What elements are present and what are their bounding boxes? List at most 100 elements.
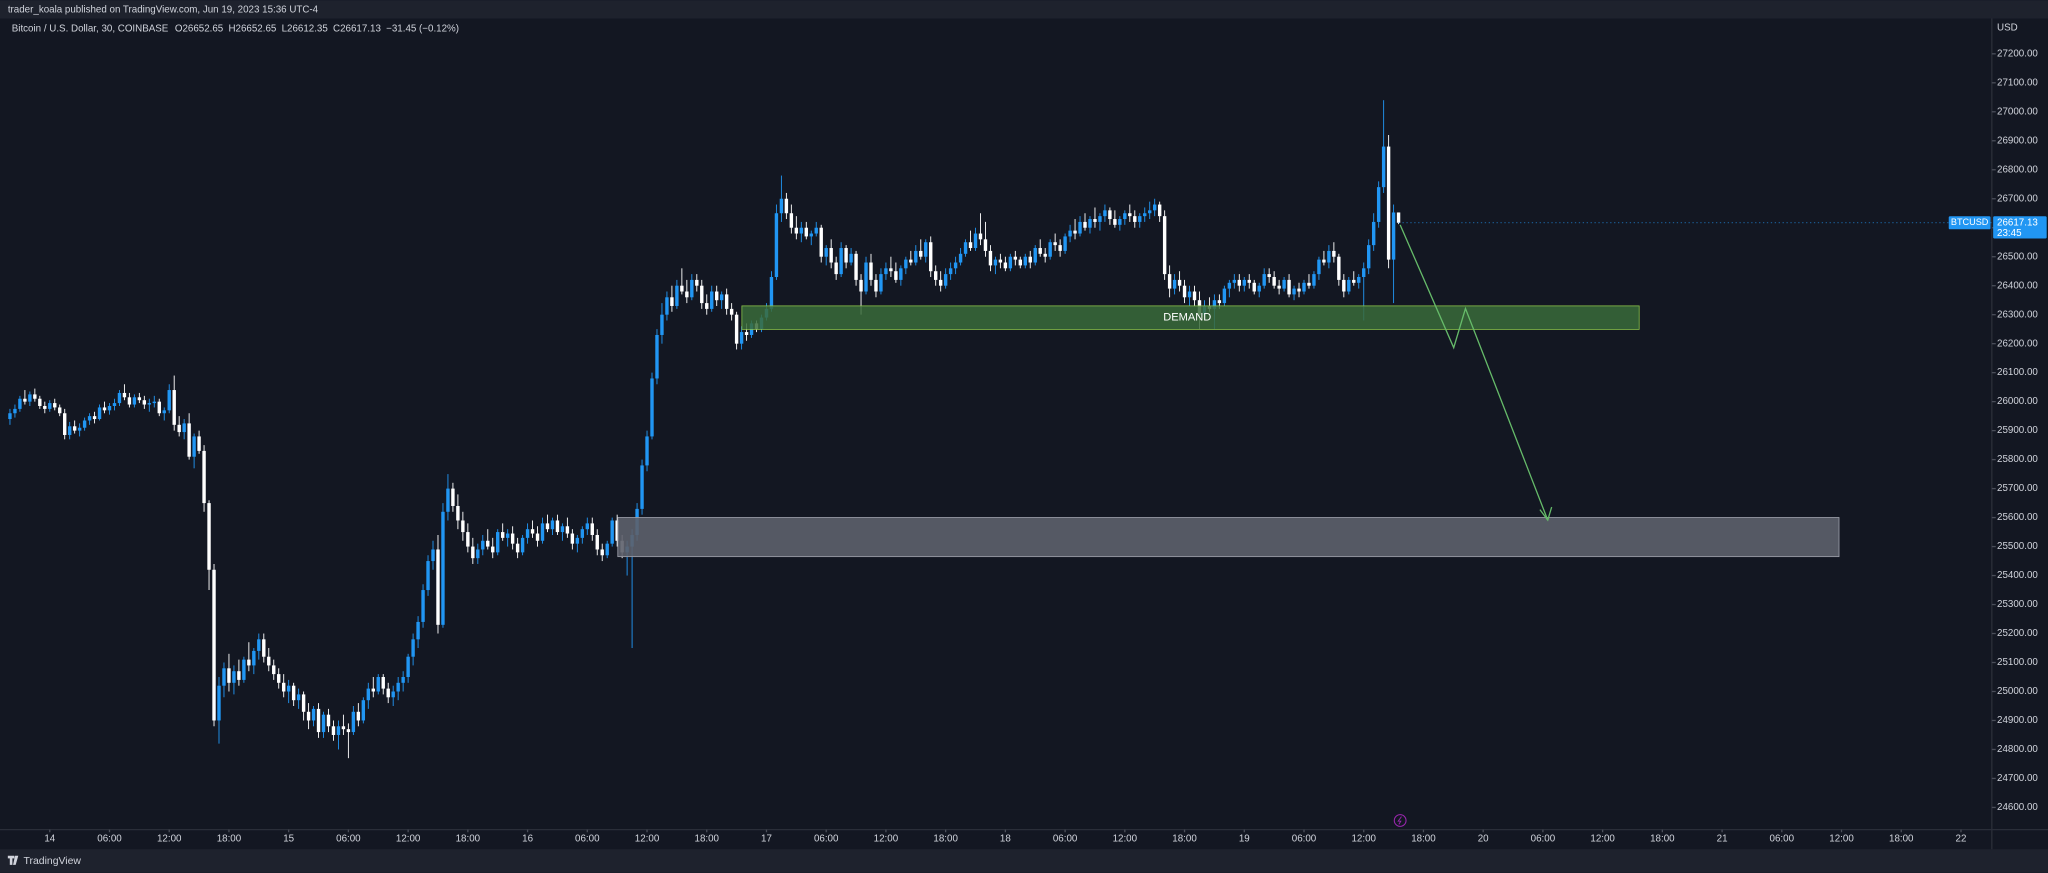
top-bar [0, 0, 2048, 19]
candle-body [814, 227, 818, 234]
y-tick-label: 27100.00 [1997, 77, 2038, 88]
candle-body [286, 685, 291, 692]
candle-body [1391, 212, 1396, 260]
candle-body [510, 533, 515, 544]
candle-body [1272, 277, 1276, 286]
legend-change: −31.45 (−0.12%) [386, 24, 459, 35]
candle-body [1157, 204, 1162, 217]
candle-body [824, 248, 828, 257]
candle-body [1212, 300, 1217, 309]
y-tick-label: 24700.00 [1997, 773, 2038, 784]
candle-body [948, 268, 953, 275]
candle-body [1386, 146, 1391, 260]
candle-body [724, 294, 729, 309]
candle-body [914, 250, 918, 263]
candle-body [1088, 219, 1092, 228]
candle-body [281, 682, 286, 692]
candle-body [993, 259, 998, 266]
candle-body [899, 268, 903, 280]
x-tick-label: 12:00 [874, 833, 899, 844]
legend-open: O26652.65 [175, 24, 224, 35]
candle-body [540, 523, 545, 541]
event-bolt [1397, 816, 1402, 825]
candle-body [461, 520, 465, 533]
candle-body [1008, 256, 1013, 269]
candle-body [182, 423, 186, 433]
footer-brand[interactable]: TradingView [24, 856, 82, 867]
candle-body [336, 726, 341, 735]
candle-body [197, 436, 201, 451]
candle-body [715, 291, 719, 301]
x-tick-label: 18 [1000, 833, 1011, 844]
candle-body [1297, 288, 1301, 292]
x-tick-label: 14 [44, 833, 55, 844]
y-tick-label: 26300.00 [1997, 309, 2038, 320]
candle-body [834, 262, 838, 275]
candle-body [640, 465, 644, 509]
candle-body [227, 668, 231, 683]
candle-body [1362, 268, 1366, 278]
candle-body [137, 397, 142, 401]
candle-body [565, 526, 570, 534]
x-tick-label: 19 [1239, 833, 1250, 844]
candle-body [1013, 256, 1018, 260]
y-tick-label: 24600.00 [1997, 802, 2038, 813]
candle-body [695, 279, 699, 286]
candle-body [1138, 216, 1142, 222]
event-icon[interactable] [1393, 814, 1407, 827]
candle-body [1148, 210, 1152, 214]
candle-body [1282, 279, 1286, 289]
y-tick-label: 25800.00 [1997, 454, 2038, 465]
candle-body [779, 198, 784, 214]
candle-body [77, 427, 82, 431]
candle-body [1352, 279, 1356, 283]
candle-body [1038, 248, 1042, 254]
candle-body [819, 227, 823, 257]
candle-body [1312, 274, 1316, 286]
candle-body [38, 398, 42, 406]
candle-body [316, 708, 321, 733]
candle-body [729, 308, 734, 315]
candle-body [789, 213, 794, 228]
candle-body [112, 403, 117, 406]
candle-body [48, 403, 52, 409]
candle-body [739, 332, 744, 344]
candle-body [1322, 259, 1326, 263]
candle-body [277, 674, 281, 683]
y-tick-label: 26000.00 [1997, 396, 2038, 407]
x-tick-label: 15 [283, 833, 294, 844]
price-tag [1993, 216, 2047, 239]
x-tick-label: 12:00 [1829, 833, 1854, 844]
candle-body [570, 533, 575, 544]
candle-body [491, 546, 495, 553]
candle-body [844, 248, 848, 263]
y-tick-label: 27200.00 [1997, 48, 2038, 59]
candle-body [192, 436, 196, 457]
candle-body [998, 259, 1003, 263]
candle-body [147, 403, 152, 405]
candle-body [804, 227, 808, 237]
y-tick-label: 24800.00 [1997, 744, 2038, 755]
candle-body [605, 543, 609, 556]
y-tick-label: 26100.00 [1997, 367, 2038, 378]
candle-body [207, 503, 211, 570]
candle-body [1227, 282, 1232, 289]
candle-body [1073, 230, 1077, 234]
candle-body [705, 303, 709, 309]
candle-body [615, 520, 619, 541]
candle-body [535, 533, 540, 541]
candle-body [72, 426, 77, 431]
candle-body [894, 271, 898, 280]
candle-body [18, 398, 22, 409]
candle-body [550, 520, 555, 530]
x-tick-label: 12:00 [1113, 833, 1138, 844]
candle-body [486, 540, 490, 547]
candle-body [929, 242, 933, 272]
candle-body [386, 688, 390, 698]
x-tick-label: 18:00 [1172, 833, 1197, 844]
candle-body [1317, 259, 1321, 275]
x-tick-label: 18:00 [456, 833, 481, 844]
candle-body [953, 262, 958, 269]
candle-body [1058, 245, 1062, 251]
candle-body [1023, 256, 1027, 266]
